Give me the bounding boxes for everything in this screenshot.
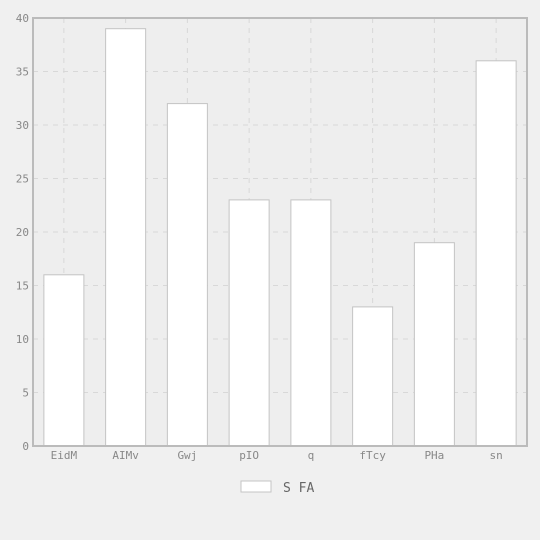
x-tick-label: sn [490, 449, 503, 462]
y-tick-label: 25 [16, 173, 29, 186]
y-tick-label: 10 [16, 333, 29, 346]
y-tick-label: 0 [22, 440, 29, 453]
legend-swatch [240, 480, 272, 493]
y-tick-label: 35 [16, 66, 29, 79]
y-axis-ticks: 0 5 10 15 20 25 30 35 40 [16, 12, 29, 453]
bar-sn [475, 60, 517, 447]
y-tick-label: 15 [16, 280, 29, 293]
bar-q [290, 199, 332, 447]
x-tick-label: AIMv [112, 449, 139, 462]
bar-PHa [413, 242, 455, 447]
y-tick-label: 40 [16, 12, 29, 25]
x-axis-ticks: EidM AIMv Gwj pIO q fTcy PHa sn [51, 449, 503, 462]
plot-frame [32, 17, 528, 447]
x-tick-label: Gwj [177, 449, 197, 462]
x-tick-label: EidM [51, 449, 78, 462]
bar-fTcy [352, 306, 394, 447]
bar-EidM [43, 274, 85, 447]
y-tick-label: 30 [16, 119, 29, 132]
x-tick-label: q [308, 449, 315, 462]
bar-Gwj [166, 103, 208, 447]
x-tick-label: fTcy [359, 449, 386, 462]
bar-pIO [228, 199, 270, 447]
bar-AIMv [105, 28, 147, 447]
x-tick-label: PHa [424, 449, 444, 462]
legend-label: S FA [283, 481, 314, 496]
legend: S FA [240, 480, 314, 496]
y-tick-label: 20 [16, 226, 29, 239]
x-tick-label: pIO [239, 449, 259, 462]
bars [43, 28, 517, 447]
y-tick-label: 5 [22, 387, 29, 400]
